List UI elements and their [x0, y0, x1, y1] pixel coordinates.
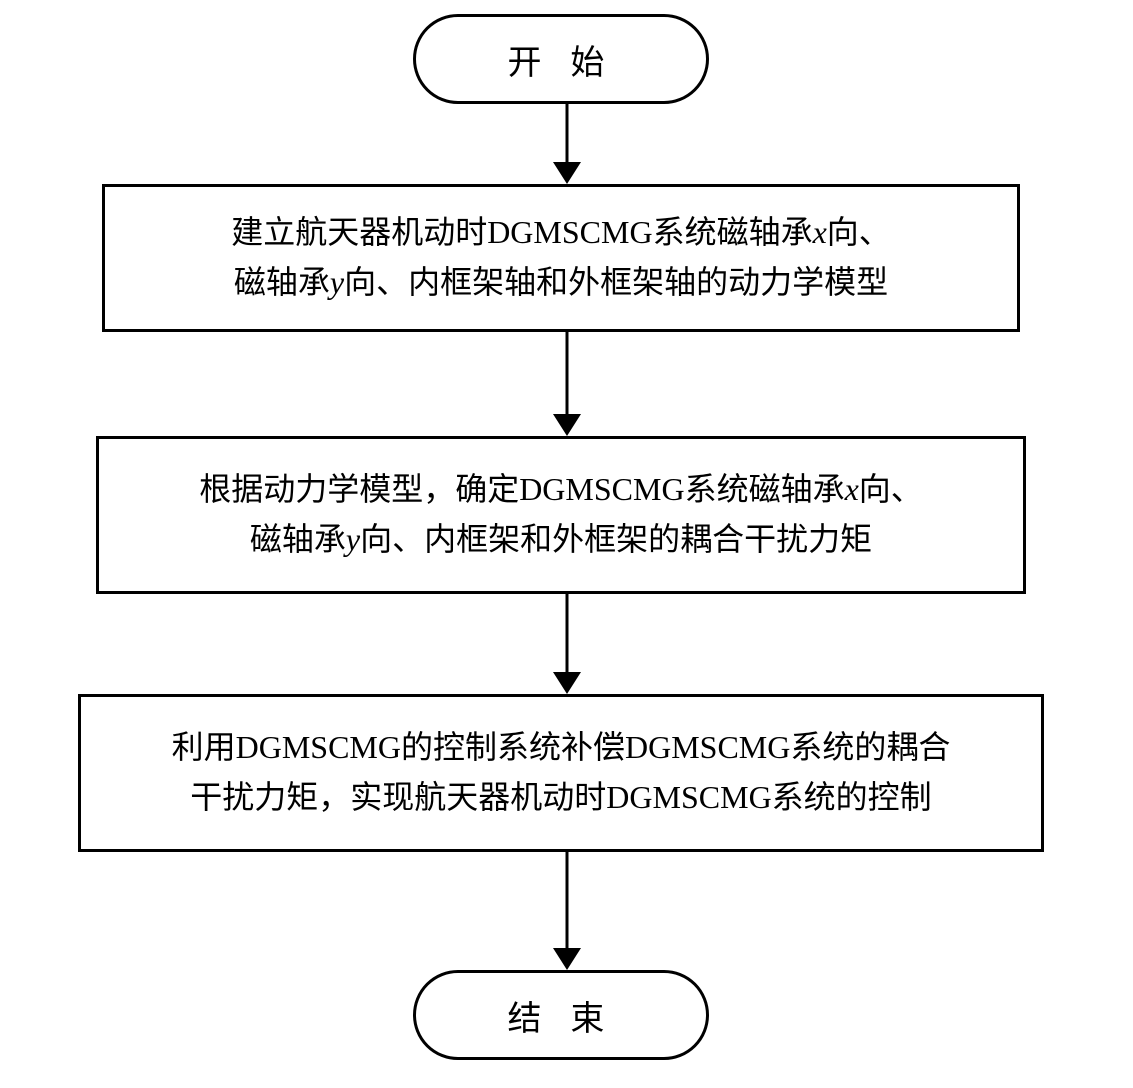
end-node: 结 束	[413, 970, 709, 1060]
start-label: 开 始	[507, 35, 614, 84]
flowchart-container: 开 始 建立航天器机动时DGMSCMG系统磁轴承x向、 磁轴承y向、内框架轴和外…	[0, 0, 1133, 1088]
step2-line1: 根据动力学模型，确定DGMSCMG系统磁轴承x向、	[199, 465, 923, 515]
step1-line1: 建立航天器机动时DGMSCMG系统磁轴承x向、	[231, 208, 891, 258]
end-label: 结 束	[507, 991, 614, 1040]
start-node: 开 始	[413, 14, 709, 104]
step3-line1: 利用DGMSCMG的控制系统补偿DGMSCMG系统的耦合	[172, 723, 951, 773]
process-step1: 建立航天器机动时DGMSCMG系统磁轴承x向、 磁轴承y向、内框架轴和外框架轴的…	[102, 184, 1020, 332]
process-step2: 根据动力学模型，确定DGMSCMG系统磁轴承x向、 磁轴承y向、内框架和外框架的…	[96, 436, 1026, 594]
process-step3: 利用DGMSCMG的控制系统补偿DGMSCMG系统的耦合 干扰力矩，实现航天器机…	[78, 694, 1044, 852]
step1-line2: 磁轴承y向、内框架轴和外框架轴的动力学模型	[234, 258, 888, 308]
step3-line2: 干扰力矩，实现航天器机动时DGMSCMG系统的控制	[190, 773, 931, 823]
step2-line2: 磁轴承y向、内框架和外框架的耦合干扰力矩	[250, 515, 872, 565]
